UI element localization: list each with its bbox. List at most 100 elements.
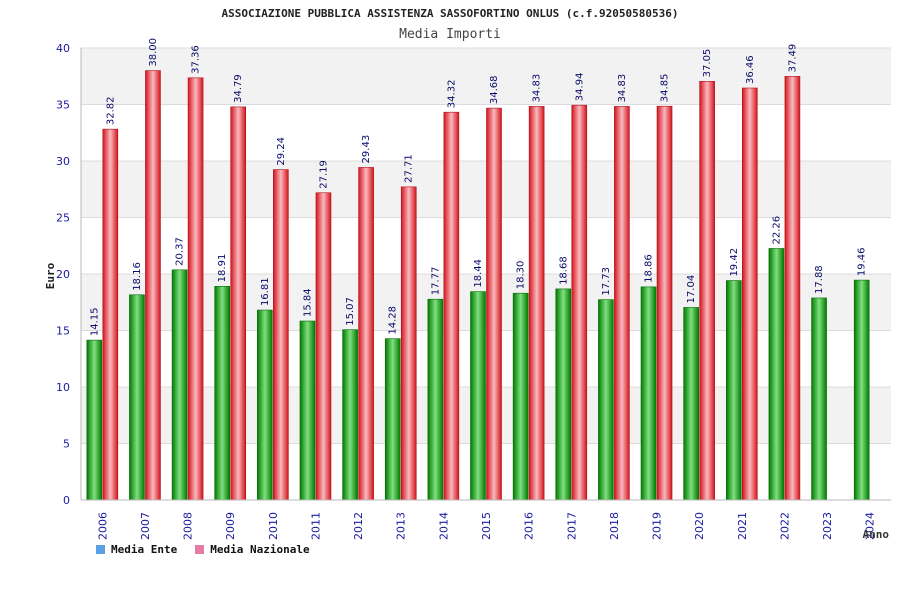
data-label-nazionale: 37.36 (191, 45, 202, 74)
data-label-nazionale: 38.00 (148, 38, 159, 67)
data-label-ente: 16.81 (260, 277, 271, 306)
data-label-nazionale: 34.85 (660, 74, 671, 103)
bar-media-nazionale (784, 76, 801, 501)
x-tick-label: 2008 (182, 512, 195, 540)
data-label-nazionale: 37.49 (787, 44, 798, 73)
data-label-ente: 17.73 (601, 267, 612, 296)
data-label-nazionale: 34.68 (489, 75, 500, 104)
bar-media-ente (512, 292, 529, 501)
data-label-nazionale: 29.43 (361, 135, 372, 164)
data-label-nazionale: 34.32 (446, 80, 457, 109)
legend-label-ente: Media Ente (111, 543, 178, 556)
bar-media-ente (299, 320, 316, 501)
bar-media-nazionale (315, 192, 332, 501)
bar-media-ente (555, 288, 572, 501)
data-label-nazionale: 36.46 (745, 55, 756, 84)
chart-subtitle: Media Importi (399, 27, 501, 42)
bar-media-nazionale (187, 77, 204, 501)
bar-media-nazionale (102, 128, 119, 501)
x-tick-label: 2021 (736, 512, 749, 540)
data-label-ente: 17.88 (814, 265, 825, 294)
data-label-ente: 18.91 (217, 254, 228, 283)
data-label-ente: 18.44 (473, 259, 484, 288)
bar-media-ente (640, 286, 657, 501)
y-tick-label: 15 (56, 325, 70, 338)
bar-media-ente (683, 307, 699, 501)
x-tick-label: 2024 (864, 512, 877, 540)
data-label-ente: 14.15 (89, 307, 100, 336)
data-label-ente: 15.84 (302, 288, 313, 317)
x-tick-label: 2010 (267, 512, 280, 540)
data-label-nazionale: 34.94 (574, 73, 585, 102)
chart-title: ASSOCIAZIONE PUBBLICA ASSISTENZA SASSOFO… (222, 7, 679, 20)
data-label-nazionale: 37.05 (702, 49, 713, 78)
bar-media-ente (129, 294, 145, 501)
data-label-ente: 19.46 (857, 247, 868, 276)
y-tick-label: 30 (56, 155, 70, 168)
data-label-nazionale: 32.82 (105, 96, 116, 125)
data-label-nazionale: 27.19 (318, 160, 329, 189)
x-tick-label: 2013 (395, 512, 408, 540)
data-label-nazionale: 29.24 (276, 137, 287, 166)
x-tick-label: 2014 (437, 512, 450, 540)
bar-media-ente (768, 248, 785, 501)
bar-media-ente (853, 279, 870, 501)
y-tick-label: 35 (56, 99, 70, 112)
y-tick-label: 5 (63, 438, 70, 451)
x-tick-label: 2007 (139, 512, 152, 540)
x-tick-label: 2011 (309, 512, 322, 540)
x-tick-label: 2006 (96, 512, 109, 540)
data-label-nazionale: 34.83 (617, 74, 628, 103)
data-label-ente: 18.16 (132, 262, 143, 291)
legend-label-nazionale: Media Nazionale (210, 543, 310, 556)
y-tick-label: 25 (56, 212, 70, 225)
x-tick-label: 2023 (821, 512, 834, 540)
x-tick-label: 2012 (352, 512, 365, 540)
bar-media-nazionale (528, 106, 545, 501)
data-label-nazionale: 34.79 (233, 74, 244, 103)
bar-media-ente (214, 286, 231, 501)
data-label-ente: 15.07 (345, 297, 356, 326)
x-tick-label: 2017 (565, 512, 578, 540)
bar-media-nazionale (699, 81, 715, 501)
bar-media-ente (171, 269, 188, 501)
bar-media-ente (427, 298, 444, 501)
legend-swatch-nazionale (195, 545, 205, 554)
x-tick-label: 2016 (523, 512, 536, 540)
data-label-nazionale: 34.83 (532, 74, 543, 103)
bar-media-ente (257, 309, 273, 501)
bar-media-nazionale (741, 87, 758, 501)
x-tick-label: 2009 (224, 512, 237, 540)
data-label-ente: 22.26 (771, 216, 782, 245)
bar-media-ente (86, 339, 103, 501)
bar-media-nazionale (230, 106, 247, 501)
data-label-ente: 14.28 (388, 306, 399, 335)
x-tick-label: 2018 (608, 512, 621, 540)
x-tick-label: 2015 (480, 512, 493, 540)
x-tick-label: 2020 (693, 512, 706, 540)
bar-media-ente (811, 297, 827, 501)
bar-media-nazionale (273, 169, 289, 501)
y-tick-label: 0 (63, 494, 70, 507)
y-tick-label: 10 (56, 381, 70, 394)
data-label-ente: 17.04 (686, 275, 697, 304)
data-label-ente: 17.77 (430, 267, 441, 296)
data-label-ente: 18.68 (558, 256, 569, 285)
x-axis-label: Anno (863, 528, 890, 541)
bar-media-nazionale (614, 106, 630, 501)
bar-media-ente (342, 329, 358, 501)
legend-swatch-ente (96, 545, 105, 554)
data-label-ente: 18.30 (516, 261, 527, 290)
data-label-ente: 18.86 (644, 254, 655, 283)
legend-item-ente: Media Ente (96, 543, 177, 556)
x-tick-label: 2022 (778, 512, 791, 540)
bar-media-nazionale (486, 107, 502, 501)
data-label-ente: 20.37 (175, 237, 186, 266)
axes: 0 5 10 15 20 25 30 35 40 2006 2007 2008 2009 2010 2011… (56, 42, 891, 540)
legend-item-nazionale: Media Nazionale (195, 543, 310, 556)
bar-media-nazionale (358, 167, 374, 501)
data-label-ente: 19.42 (729, 248, 740, 277)
bar-media-ente (384, 338, 401, 501)
bar-media-nazionale (571, 104, 588, 501)
